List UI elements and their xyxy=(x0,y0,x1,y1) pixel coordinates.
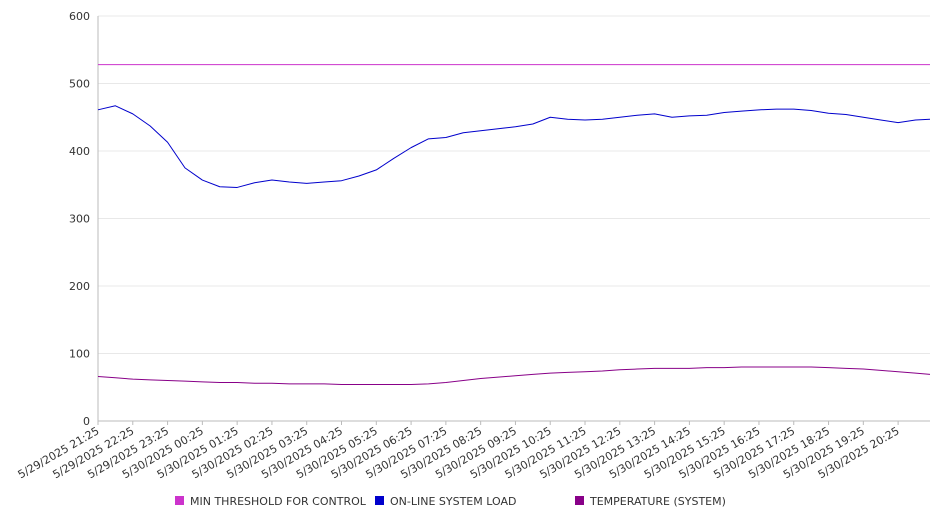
legend-swatch xyxy=(575,496,584,505)
y-tick-label: 600 xyxy=(69,10,90,23)
gridlines xyxy=(98,15,930,354)
y-tick-label: 400 xyxy=(69,145,90,158)
y-axis-ticks: 0 100 200 300 400 500 600 xyxy=(69,10,90,428)
legend-swatch xyxy=(175,496,184,505)
legend-swatch xyxy=(375,496,384,505)
series-line xyxy=(97,366,931,386)
legend-label: TEMPERATURE (SYSTEM) xyxy=(589,495,726,508)
legend-label: MIN THRESHOLD FOR CONTROL xyxy=(190,495,367,508)
legend-label: ON-LINE SYSTEM LOAD xyxy=(390,495,516,508)
y-tick-label: 100 xyxy=(69,348,90,361)
series-line xyxy=(97,105,931,188)
y-tick-label: 300 xyxy=(69,213,90,226)
y-tick-label: 200 xyxy=(69,280,90,293)
y-tick-label: 500 xyxy=(69,78,90,91)
legend: MIN THRESHOLD FOR CONTROL ON-LINE SYSTEM … xyxy=(175,495,726,508)
y-tick-label: 0 xyxy=(83,415,90,428)
series-lines xyxy=(97,64,931,386)
x-axis-ticks: 5/29/2025 21:255/29/2025 22:255/29/2025 … xyxy=(16,421,902,481)
